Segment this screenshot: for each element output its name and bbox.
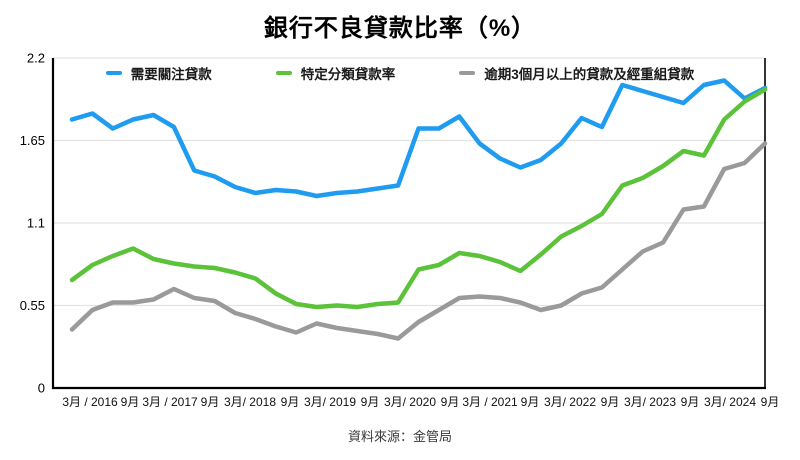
- x-tick-label: 3月/ 2018: [224, 395, 276, 409]
- x-tick-label: 9月: [601, 395, 620, 409]
- line-series-1: [69, 87, 768, 310]
- source-note: 資料來源：金管局: [347, 429, 452, 444]
- x-tick-label: 3月 / 2016: [62, 395, 118, 409]
- line-series-2: [69, 141, 768, 341]
- legend-dash-icon: [275, 71, 292, 75]
- legend-item-2: 逾期3個月以上的貸款及經重組貸款: [459, 63, 694, 83]
- x-tick-label: 9月: [761, 395, 780, 409]
- chart-title: 銀行不良貸款比率（%）: [263, 15, 537, 42]
- x-tick-label: 3月/ 2019: [304, 395, 356, 409]
- x-tick-label: 9月: [201, 395, 220, 409]
- x-tick-label: 9月: [281, 395, 300, 409]
- x-tick-label: 3月/ 2020: [384, 395, 436, 409]
- y-tick-label: 0.55: [20, 298, 45, 313]
- x-tick-label: 3月 / 2017: [142, 395, 198, 409]
- legend-label: 逾期3個月以上的貸款及經重組貸款: [484, 67, 695, 82]
- y-tick-label: 1.65: [20, 133, 45, 148]
- legend-item-1: 特定分類貸款率: [275, 63, 396, 83]
- x-tick-label: 9月: [441, 395, 460, 409]
- x-tick-label: 3月/ 2022: [544, 395, 596, 409]
- legend-dash-icon: [459, 71, 476, 75]
- legend-label: 需要關注貸款: [130, 67, 212, 82]
- legend-label: 特定分類貸款率: [300, 67, 396, 82]
- legend-item-0: 需要關注貸款: [105, 63, 212, 83]
- x-tick-label: 3月 / 2021: [462, 395, 518, 409]
- legend-dash-icon: [105, 71, 122, 75]
- x-tick-label: 3月/ 2024: [704, 395, 756, 409]
- x-tick-label: 9月: [121, 395, 140, 409]
- y-tick-label: 2.2: [27, 51, 45, 66]
- y-tick-label: 0: [38, 381, 45, 396]
- x-tick-label: 9月: [521, 395, 540, 409]
- x-tick-label: 3月/ 2023: [624, 395, 676, 409]
- chart-legend: 需要關注貸款 特定分類貸款率 逾期3個月以上的貸款及經重組貸款: [0, 63, 800, 83]
- x-tick-label: 9月: [681, 395, 700, 409]
- y-tick-label: 1.1: [27, 216, 45, 231]
- line-series-0: [69, 78, 768, 199]
- x-tick-label: 9月: [361, 395, 380, 409]
